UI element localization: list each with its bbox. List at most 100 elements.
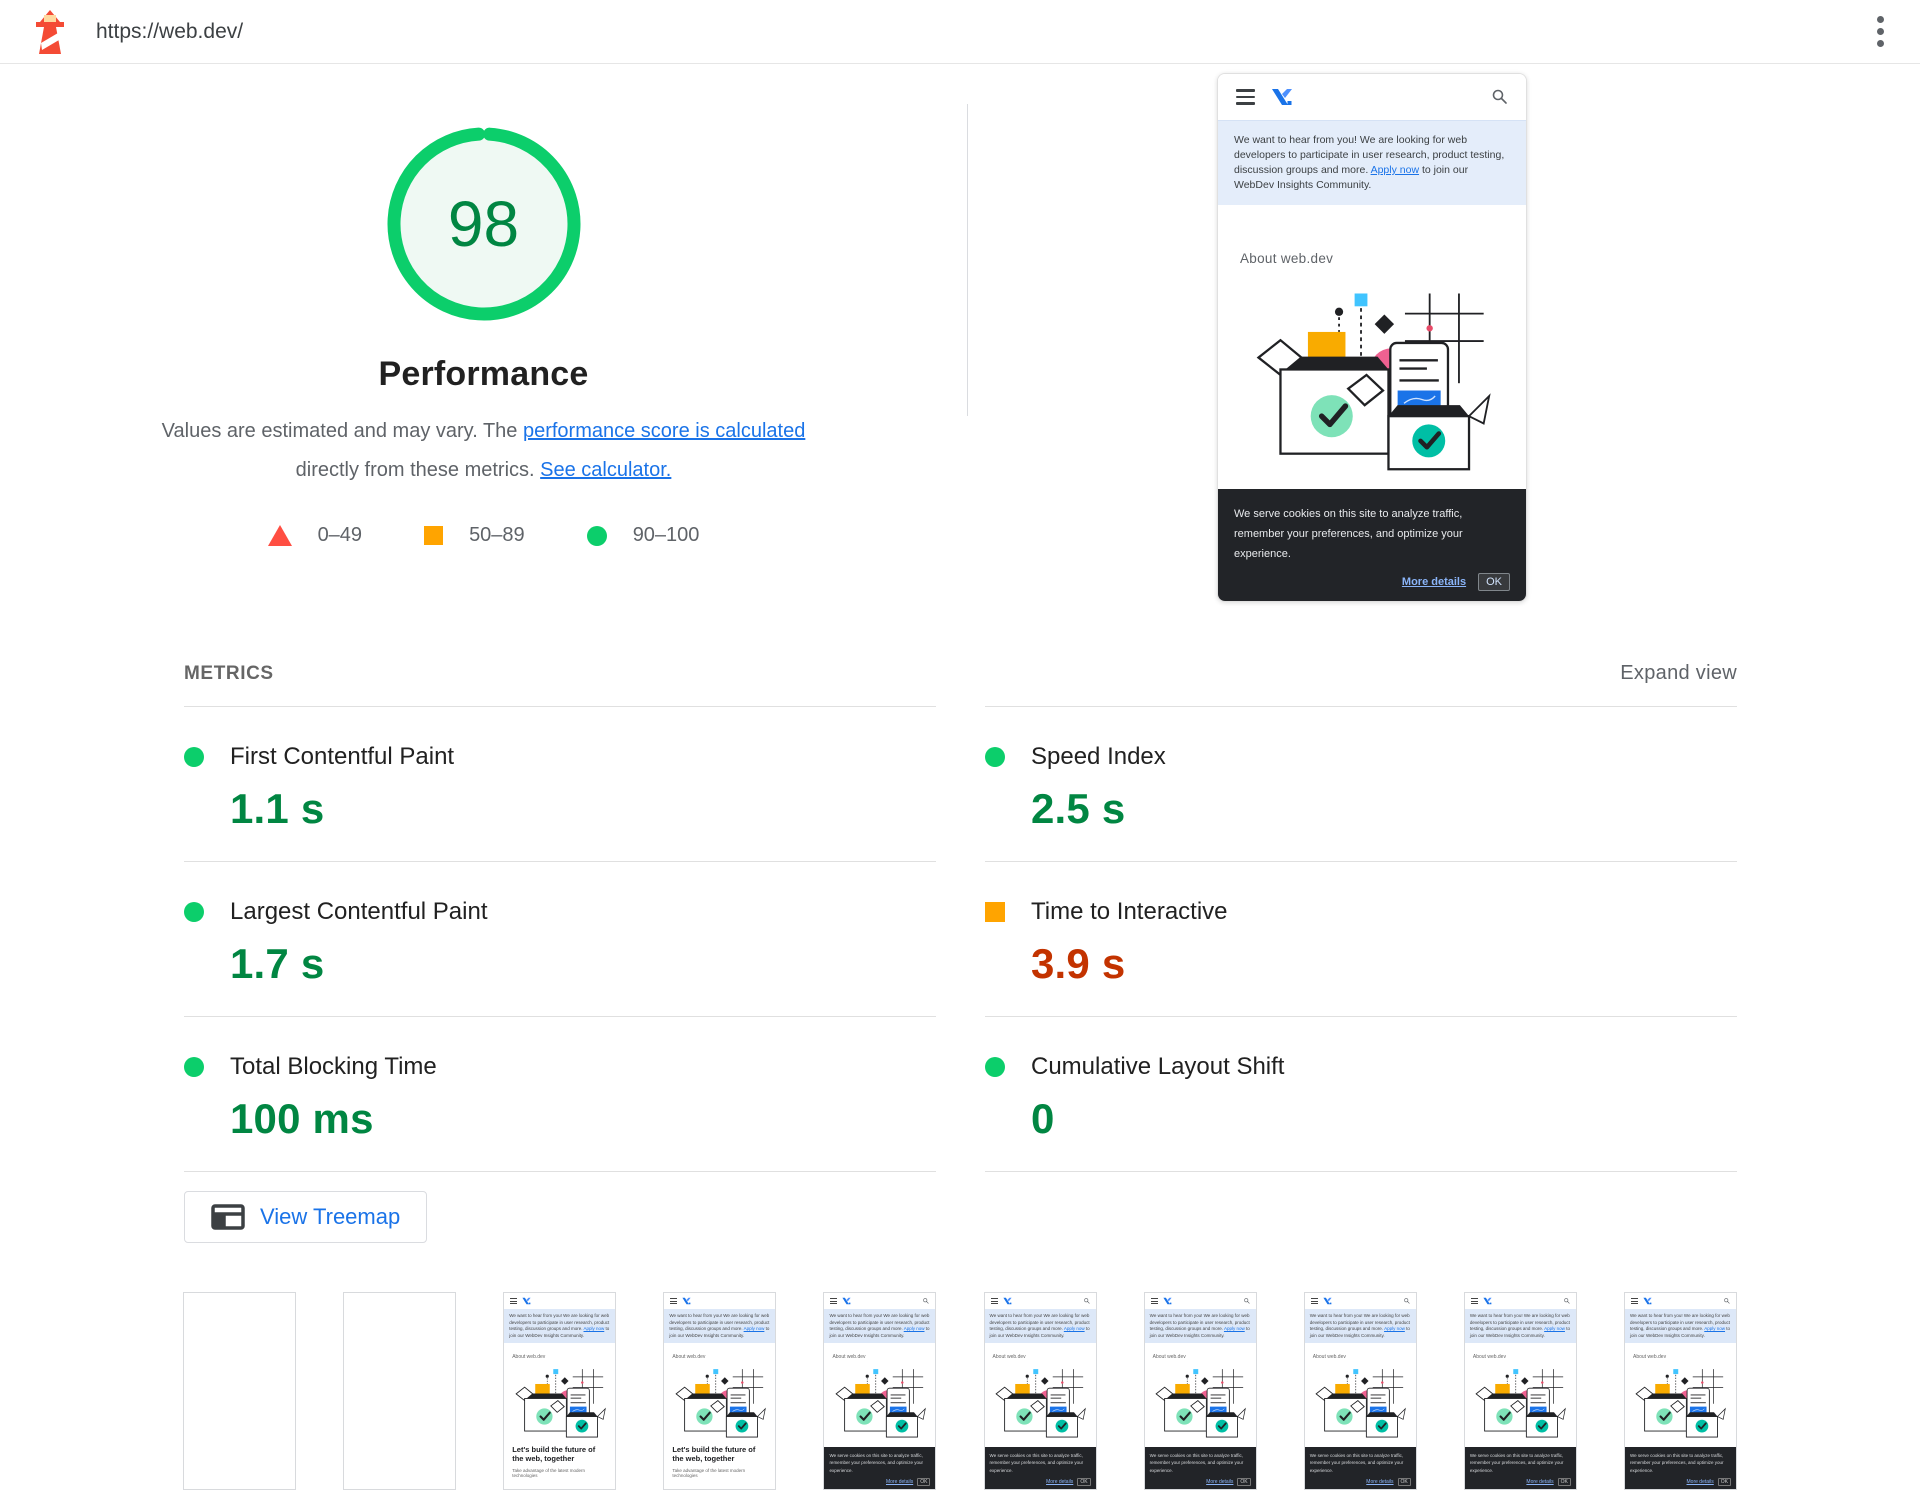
webdev-logo-icon xyxy=(1163,1297,1172,1305)
search-icon xyxy=(1492,89,1507,104)
metrics-column-right: Speed Index 2.5 s Time to Interactive 3.… xyxy=(985,706,1737,1172)
more-details-link: More details xyxy=(1686,1479,1714,1485)
mini-banner: We want to hear from you! We are looking… xyxy=(1144,1309,1256,1343)
hamburger-menu-icon xyxy=(990,1298,998,1304)
mini-about: About web.dev xyxy=(1312,1354,1346,1360)
filmstrip-frame-blank xyxy=(183,1292,296,1490)
search-icon xyxy=(1724,1298,1730,1304)
cookie-ok-button: OK xyxy=(1397,1478,1411,1486)
legend-average: 50–89 xyxy=(424,524,525,547)
metrics-section-label: METRICS xyxy=(184,662,274,684)
metric-label: Total Blocking Time xyxy=(230,1053,437,1080)
filmstrip-frame-cookie: We want to hear from you! We are looking… xyxy=(1143,1292,1257,1490)
final-screenshot: We want to hear from you! We are looking… xyxy=(1217,73,1527,602)
mini-about: About web.dev xyxy=(512,1354,546,1360)
kebab-menu-icon[interactable] xyxy=(1871,10,1890,53)
hamburger-menu-icon xyxy=(1236,89,1255,105)
search-icon xyxy=(1243,1298,1250,1304)
mini-page-header xyxy=(504,1293,615,1309)
mini-page-header xyxy=(1305,1293,1416,1309)
mini-banner: We want to hear from you! We are looking… xyxy=(984,1309,1096,1343)
metric-value: 1.1 s xyxy=(230,785,325,832)
performance-score-calculated-link[interactable]: performance score is calculated xyxy=(522,420,806,442)
mini-subline: Take advantage of the latest modern tech… xyxy=(512,1467,586,1478)
mini-banner: We want to hear from you! We are looking… xyxy=(1304,1309,1416,1343)
mini-cookie-banner: We serve cookies on this site to analyze… xyxy=(1144,1446,1256,1489)
legend-fail-range: 0–49 xyxy=(317,524,363,546)
lighthouse-icon xyxy=(36,9,64,54)
search-icon xyxy=(1404,1298,1410,1304)
topbar: https://web.dev/ xyxy=(0,0,1920,64)
hamburger-menu-icon xyxy=(1630,1298,1638,1304)
score-legend: 0–49 50–89 90–100 xyxy=(0,524,967,547)
performance-score-gauge[interactable]: 98 xyxy=(384,124,584,324)
legend-average-range: 50–89 xyxy=(469,524,525,546)
performance-score-value: 98 xyxy=(447,188,520,260)
metric-label: First Contentful Paint xyxy=(230,743,455,770)
mini-page-header xyxy=(1465,1293,1576,1309)
webdev-logo-icon xyxy=(1272,89,1292,105)
cookie-text: We serve cookies on this site to analyze… xyxy=(1234,508,1463,560)
metric-rating-icon xyxy=(985,902,1005,922)
webdev-logo-icon xyxy=(842,1297,852,1305)
mini-subline: Take advantage of the latest modern tech… xyxy=(672,1467,746,1478)
cookie-ok-button: OK xyxy=(1717,1478,1731,1486)
see-calculator-link[interactable]: See calculator. xyxy=(540,459,672,481)
metric-cumulative-layout-shift: Cumulative Layout Shift 0 xyxy=(985,1017,1737,1172)
cookie-ok-button: OK xyxy=(1478,573,1510,591)
expand-view-toggle[interactable]: Expand view xyxy=(1620,662,1737,684)
cookie-ok-button: OK xyxy=(1557,1478,1571,1486)
screenshot-page-header xyxy=(1218,74,1526,120)
metrics-column-left: First Contentful Paint 1.1 s Largest Con… xyxy=(184,706,936,1172)
mini-about: About web.dev xyxy=(672,1354,706,1360)
mini-headline: Let's build the future of the web, toget… xyxy=(672,1444,756,1464)
search-icon xyxy=(1083,1298,1090,1304)
good-circle-icon xyxy=(586,525,607,546)
metric-first-contentful-paint: First Contentful Paint 1.1 s xyxy=(184,707,936,862)
metric-label: Cumulative Layout Shift xyxy=(1031,1053,1285,1080)
metric-speed-index: Speed Index 2.5 s xyxy=(985,707,1737,862)
metric-rating-icon xyxy=(184,747,204,767)
webdev-logo-icon xyxy=(1002,1297,1012,1305)
mini-page-header xyxy=(664,1293,775,1309)
more-details-link: More details xyxy=(885,1479,914,1485)
metric-value: 3.9 s xyxy=(1031,940,1126,987)
view-treemap-button[interactable]: View Treemap xyxy=(184,1191,428,1243)
webdev-illustration xyxy=(1475,1368,1567,1439)
mini-page-header xyxy=(1625,1293,1736,1309)
metric-rating-icon xyxy=(985,747,1005,767)
more-details-link: More details xyxy=(1206,1479,1234,1485)
mini-about: About web.dev xyxy=(992,1354,1026,1360)
mini-banner: We want to hear from you! We are looking… xyxy=(664,1309,776,1343)
metric-value: 100 ms xyxy=(230,1095,374,1142)
metrics-grid: First Contentful Paint 1.1 s Largest Con… xyxy=(184,706,1737,1172)
more-details-link: More details xyxy=(1366,1479,1394,1485)
fail-triangle-icon xyxy=(267,525,292,546)
more-details-link: More details xyxy=(1526,1479,1554,1485)
metric-total-blocking-time: Total Blocking Time 100 ms xyxy=(184,1017,936,1172)
treemap-icon xyxy=(211,1204,245,1230)
filmstrip-frame-cookie: We want to hear from you! We are looking… xyxy=(1623,1292,1737,1490)
webdev-illustration xyxy=(1635,1368,1727,1439)
filmstrip-frame-blank xyxy=(343,1292,457,1490)
metric-label: Time to Interactive xyxy=(1031,898,1228,925)
mini-cookie-banner: We serve cookies on this site to analyze… xyxy=(824,1446,936,1489)
cookie-ok-button: OK xyxy=(1237,1478,1251,1486)
more-details-link: More details xyxy=(1401,576,1467,588)
filmstrip-frame-cookie: We want to hear from you! We are looking… xyxy=(983,1292,1097,1490)
screenshot-filmstrip: We want to hear from you! We are looking… xyxy=(183,1292,1737,1490)
metric-rating-icon xyxy=(184,1057,204,1077)
performance-score-section: 98 Performance Values are estimated and … xyxy=(0,64,967,547)
webdev-logo-icon xyxy=(1323,1297,1332,1305)
hamburger-menu-icon xyxy=(510,1298,518,1304)
mini-about: About web.dev xyxy=(1632,1354,1667,1360)
webdev-logo-icon xyxy=(682,1297,691,1305)
average-square-icon xyxy=(424,526,444,545)
apply-now-link: Apply now xyxy=(1370,164,1420,176)
metric-label: Largest Contentful Paint xyxy=(230,898,488,925)
filmstrip-frame-cookie: We want to hear from you! We are looking… xyxy=(1463,1292,1577,1490)
screenshot-banner: We want to hear from you! We are looking… xyxy=(1218,120,1526,205)
cookie-ok-button: OK xyxy=(917,1478,931,1486)
hamburger-menu-icon xyxy=(670,1298,678,1304)
search-icon xyxy=(1564,1298,1570,1304)
